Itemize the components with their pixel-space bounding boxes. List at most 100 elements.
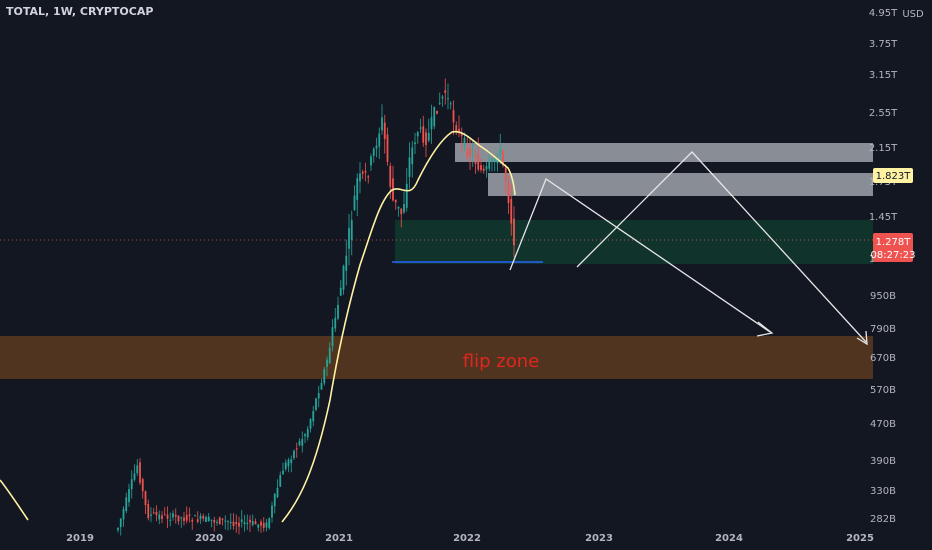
candle-body <box>139 462 141 483</box>
candle-body <box>273 493 276 507</box>
candle-body <box>136 465 139 474</box>
candle-body <box>224 520 227 522</box>
x-tick-label: 2020 <box>195 533 223 544</box>
candle-body <box>254 521 257 525</box>
candle-body <box>449 103 452 105</box>
last-price-badge <box>873 233 913 262</box>
candle-body <box>188 514 191 516</box>
candle-body <box>205 516 207 522</box>
zones-layer: flip zone <box>0 143 873 379</box>
drawings-layer <box>392 151 868 346</box>
candle-body <box>381 117 383 131</box>
supply-zone-lower <box>488 173 873 196</box>
candle-body <box>183 517 185 522</box>
currency-label[interactable]: USD <box>902 9 924 20</box>
candle-body <box>240 519 243 523</box>
candle-body <box>328 347 331 364</box>
candle-body <box>400 208 403 215</box>
candle-body <box>375 145 378 149</box>
candle-body <box>485 166 488 170</box>
flip-zone-label: flip zone <box>463 351 539 372</box>
candle-body <box>144 491 147 506</box>
x-axis[interactable]: 2019 2020 2021 2022 2023 2024 2025 <box>66 533 874 544</box>
candle-body <box>218 517 221 525</box>
y-tick-label: 2.15T <box>869 143 898 154</box>
last-price-text: 1.278T <box>876 237 912 248</box>
candle-body <box>207 516 210 521</box>
candle-body <box>502 150 504 166</box>
arrowhead-near <box>756 321 774 337</box>
candle-body <box>493 158 496 162</box>
candle-body <box>389 165 392 187</box>
candle-body <box>216 521 218 523</box>
candle-body <box>276 487 279 498</box>
candle-body <box>117 528 119 531</box>
candle-body <box>480 165 482 170</box>
candle-body <box>202 515 205 519</box>
moving-average-line <box>0 130 516 523</box>
candle-body <box>342 266 345 290</box>
candle-body <box>466 149 469 157</box>
x-tick-label: 2019 <box>66 533 94 544</box>
candle-body <box>345 255 348 271</box>
candle-body <box>425 132 427 146</box>
candle-body <box>185 515 188 521</box>
candle-body <box>194 515 196 517</box>
candle-body <box>246 522 249 524</box>
candle-body <box>158 514 161 520</box>
y-tick-label: 330B <box>870 486 896 497</box>
candle-body <box>326 359 328 367</box>
candle-body <box>271 505 273 518</box>
candle-body <box>180 517 183 519</box>
candle-body <box>301 438 304 446</box>
candle-body <box>394 199 397 203</box>
candle-body <box>284 462 287 470</box>
candle-body <box>166 514 169 519</box>
y-tick-label: 3.15T <box>869 70 898 81</box>
candle-body <box>474 161 477 164</box>
y-tick-label: 670B <box>870 353 896 364</box>
candle-body <box>249 519 251 523</box>
candle-body <box>386 134 389 162</box>
candle-body <box>469 147 471 157</box>
candle-body <box>416 132 419 137</box>
candle-body <box>229 521 232 524</box>
candle-body <box>427 132 430 141</box>
candle-body <box>210 519 213 521</box>
candle-body <box>455 125 458 132</box>
candle-body <box>317 393 320 399</box>
candle-body <box>298 441 301 446</box>
candle-body <box>419 127 422 129</box>
projection-path-near <box>509 178 771 333</box>
candles-layer <box>117 78 515 536</box>
price-badges: 1.823T 1.278T 08:27:23 <box>871 168 915 262</box>
candle-body <box>141 479 144 492</box>
flip-zone <box>0 336 873 379</box>
y-tick-label: 2.55T <box>869 108 898 119</box>
candle-body <box>133 473 136 480</box>
candle-body <box>350 220 353 240</box>
candle-body <box>367 176 370 178</box>
x-tick-label: 2021 <box>325 533 353 544</box>
candle-body <box>268 518 271 529</box>
chart-title: TOTAL, 1W, CRYPTOCAP <box>6 5 154 18</box>
moving-average-layer <box>0 130 516 523</box>
candle-body <box>444 90 447 93</box>
y-tick-label: 4.95T <box>869 8 898 19</box>
projection-path-far <box>576 151 867 343</box>
candle-body <box>356 178 359 201</box>
y-tick-label: 470B <box>870 419 896 430</box>
candle-body <box>320 383 323 390</box>
candle-body <box>152 512 155 514</box>
candle-body <box>331 327 334 347</box>
candle-body <box>482 168 485 171</box>
x-tick-label: 2024 <box>715 533 743 544</box>
candle-body <box>128 489 130 503</box>
candle-body <box>196 519 199 522</box>
candle-body <box>361 171 364 174</box>
y-tick-label: 950B <box>870 291 896 302</box>
candle-body <box>436 110 438 114</box>
candle-body <box>452 110 455 123</box>
y-axis[interactable]: 4.95T3.75T3.15T2.55T2.15T1.75T1.45T1.15T… <box>869 8 924 525</box>
